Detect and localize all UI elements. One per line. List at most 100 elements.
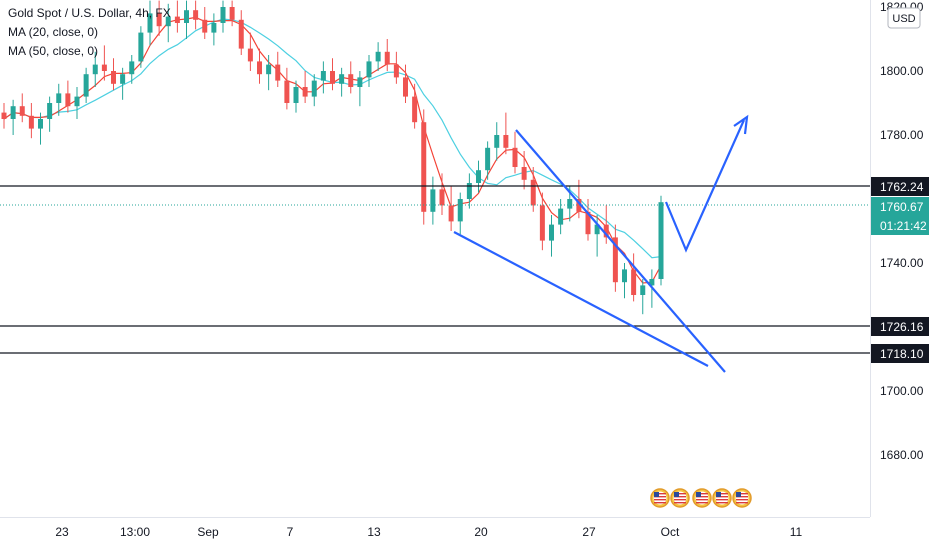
time-tick-label: 7 xyxy=(287,525,294,539)
price-tick-label: 1680.00 xyxy=(880,448,924,462)
candle-body xyxy=(576,199,582,212)
candle-body xyxy=(348,74,354,87)
time-tick-label: 13:00 xyxy=(120,525,150,539)
time-tick-label: 13 xyxy=(367,525,381,539)
candle-body xyxy=(585,211,591,235)
candle-body xyxy=(612,237,618,283)
candle-body xyxy=(83,74,89,97)
candle-body xyxy=(521,167,527,180)
candle-body xyxy=(448,205,454,222)
candle-body xyxy=(38,119,43,129)
candle-body xyxy=(412,96,418,123)
event-badges[interactable] xyxy=(650,488,752,508)
candle-body xyxy=(330,71,335,84)
candle-body xyxy=(457,199,463,222)
candle-body xyxy=(375,51,381,62)
price-tags: 1762.24 1760.67 01:21:42 1726.16 1718.10 xyxy=(871,177,929,363)
candle-body xyxy=(138,32,144,62)
symbol-title[interactable]: Gold Spot / U.S. Dollar, 4h, FX xyxy=(8,6,171,20)
candle-body xyxy=(147,13,153,33)
candle-body xyxy=(47,103,53,119)
time-axis[interactable]: 23 13:00 Sep 7 13 20 27 Oct 11 xyxy=(55,525,802,539)
candle-body xyxy=(129,61,135,75)
candle-body xyxy=(494,135,500,148)
price-tag-label: 01:21:42 xyxy=(880,219,927,233)
price-tag: 1762.24 xyxy=(871,177,929,196)
candle-body xyxy=(567,199,573,209)
candle-body xyxy=(603,224,609,238)
chart-legend: Gold Spot / U.S. Dollar, 4h, FX MA (20, … xyxy=(8,4,171,61)
candle-body xyxy=(193,10,199,20)
candle-body xyxy=(165,16,171,27)
horizontal-levels[interactable] xyxy=(0,185,870,354)
candle-body xyxy=(658,202,664,279)
candle-body xyxy=(92,64,98,75)
projection-path[interactable] xyxy=(664,119,746,253)
currency-label: USD xyxy=(892,13,915,25)
candle-body xyxy=(503,135,509,148)
time-tick-label: 20 xyxy=(474,525,488,539)
candle-body xyxy=(640,285,646,295)
price-tick-label: 1780.00 xyxy=(880,128,924,142)
time-tick-label: Oct xyxy=(661,525,680,539)
candle-body xyxy=(302,87,308,97)
candle-body xyxy=(357,77,363,87)
candle-body xyxy=(10,106,16,119)
arrow-head[interactable] xyxy=(733,114,749,135)
economic-event-flag-icon[interactable] xyxy=(732,488,752,508)
candle-body xyxy=(421,122,427,212)
candle-body xyxy=(174,16,180,23)
ma50-legend[interactable]: MA (50, close, 0) xyxy=(8,44,99,58)
time-tick-label: 23 xyxy=(55,525,69,539)
candle-body xyxy=(120,74,126,84)
candle-body xyxy=(28,115,34,129)
price-tag-label: 1726.16 xyxy=(880,320,924,334)
candle-body xyxy=(211,23,217,33)
candle-body xyxy=(366,61,372,78)
candle-body xyxy=(594,224,600,235)
wedge-lower-trendline[interactable] xyxy=(453,231,709,367)
candle-body xyxy=(485,147,491,171)
price-tag: 1718.10 xyxy=(871,344,929,363)
candle-body xyxy=(622,269,627,283)
candle-body xyxy=(238,19,244,49)
price-tag: 01:21:42 xyxy=(871,216,929,235)
candle-body xyxy=(247,48,253,62)
economic-event-flag-icon[interactable] xyxy=(712,488,732,508)
price-tick-label: 1740.00 xyxy=(880,256,924,270)
candle-body xyxy=(549,224,554,241)
price-axis[interactable]: 1820.001800.001780.001740.001700.001680.… xyxy=(880,0,924,462)
time-tick-label: Sep xyxy=(197,525,219,539)
wedge-upper-trendline[interactable] xyxy=(515,129,726,373)
candle-body xyxy=(111,71,116,84)
candle-body xyxy=(631,269,637,295)
price-tick-label: 1800.00 xyxy=(880,64,924,78)
candle-body xyxy=(539,205,545,241)
economic-event-flag-icon[interactable] xyxy=(650,488,670,508)
candle-body xyxy=(439,189,445,206)
time-tick-label: 27 xyxy=(582,525,596,539)
candle-body xyxy=(339,74,345,84)
price-tag-label: 1718.10 xyxy=(880,347,924,361)
candle-body xyxy=(430,189,436,212)
candle-body xyxy=(156,13,162,27)
price-tick-label: 1700.00 xyxy=(880,384,924,398)
candle-body xyxy=(476,170,481,183)
ma20-legend[interactable]: MA (20, close, 0) xyxy=(8,25,99,39)
candle-body xyxy=(558,208,564,225)
price-tag: 1760.67 xyxy=(871,197,929,216)
candles-layer xyxy=(1,0,664,315)
candle-body xyxy=(56,93,62,103)
candle-body xyxy=(649,279,655,286)
trend-drawings[interactable] xyxy=(453,114,749,373)
economic-event-flag-icon[interactable] xyxy=(670,488,690,508)
candle-body xyxy=(284,80,290,103)
price-tag: 1726.16 xyxy=(871,317,929,336)
economic-event-flag-icon[interactable] xyxy=(692,488,712,508)
candle-body xyxy=(202,19,208,33)
currency-button[interactable]: USD xyxy=(887,7,921,29)
candle-body xyxy=(512,147,518,167)
candle-body xyxy=(184,10,189,23)
